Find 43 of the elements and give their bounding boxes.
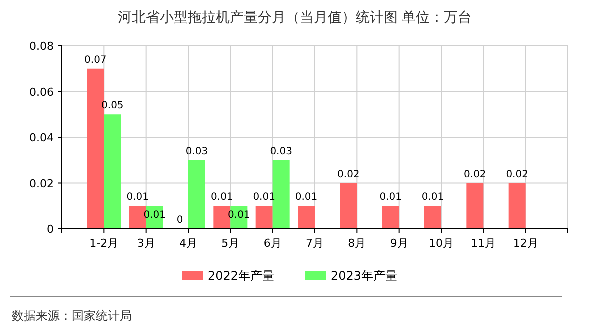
source-note: 数据来源：国家统计局 — [12, 309, 132, 323]
data-label: 0.02 — [506, 169, 528, 180]
data-label: 0.03 — [270, 146, 292, 158]
x-tick-label: 3月 — [137, 237, 156, 250]
bar — [508, 183, 526, 229]
bar — [188, 160, 206, 229]
y-tick-label: 0.04 — [30, 132, 54, 144]
x-tick-label: 11月 — [471, 237, 496, 250]
data-label: 0.02 — [464, 169, 486, 180]
x-tick-label: 9月 — [390, 237, 408, 250]
chart-title: 河北省小型拖拉机产量分月（当月值）统计图 单位：万台 — [118, 10, 472, 26]
bar — [272, 160, 290, 229]
y-tick-label: 0.02 — [30, 177, 54, 190]
x-tick-label: 5月 — [222, 237, 240, 250]
data-label: 0.01 — [126, 192, 149, 204]
x-tick-label: 6月 — [264, 237, 282, 250]
x-tick-label: 1-2月 — [90, 237, 119, 250]
bar — [104, 114, 122, 229]
y-tick-label: 0.06 — [30, 86, 54, 99]
legend-label: 2022年产量 — [208, 269, 275, 283]
y-tick-label: 0 — [47, 223, 54, 236]
data-label: 0.01 — [295, 192, 318, 204]
x-tick-label: 4月 — [180, 237, 198, 250]
data-label: 0.07 — [84, 54, 107, 66]
bar — [298, 206, 315, 229]
bar — [466, 183, 484, 229]
data-label: 0.01 — [380, 192, 402, 204]
bar — [129, 206, 146, 229]
legend-label: 2023年产量 — [331, 269, 398, 283]
data-label: 0.03 — [186, 146, 208, 158]
data-label: 0.01 — [422, 192, 444, 204]
bar — [424, 206, 442, 229]
x-tick-label: 8月 — [348, 237, 366, 250]
bar — [382, 206, 400, 229]
data-label: 0.02 — [338, 169, 360, 180]
bar — [256, 206, 273, 229]
x-tick-label: 7月 — [306, 237, 324, 250]
data-label: 0.01 — [211, 192, 234, 204]
bar — [340, 183, 358, 229]
y-tick-label: 0.08 — [30, 40, 54, 53]
data-label: 0 — [176, 215, 184, 226]
x-tick-label: 10月 — [429, 237, 454, 250]
x-tick-label: 12月 — [513, 237, 538, 250]
